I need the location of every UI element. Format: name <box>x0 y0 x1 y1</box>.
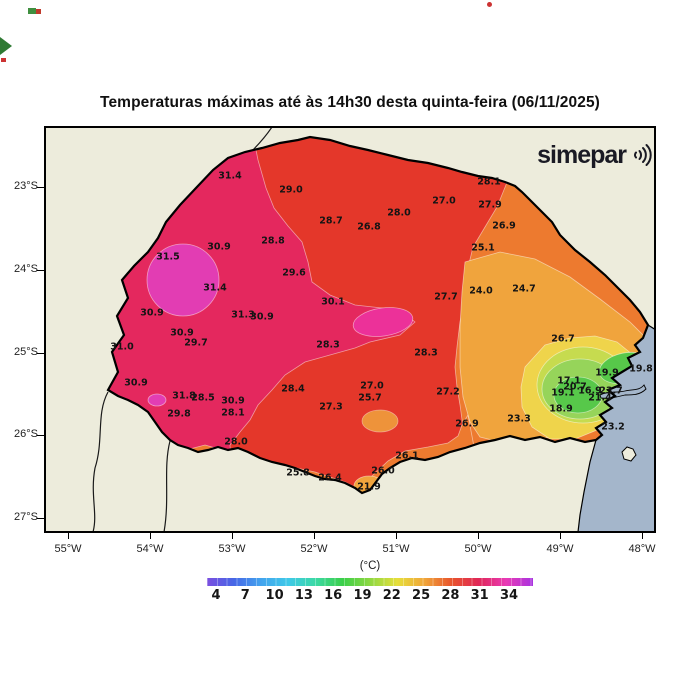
contour-green-core <box>553 376 603 414</box>
contour-magenta-center <box>352 307 414 337</box>
screen-artifact <box>1 58 6 62</box>
screen-artifact <box>0 37 12 55</box>
simepar-logo: simepar <box>516 140 656 170</box>
island <box>621 446 637 462</box>
map-frame <box>44 126 656 533</box>
colorbar <box>207 578 533 586</box>
neighbor-border-line <box>92 391 109 531</box>
contour-magenta-west <box>146 243 220 317</box>
screen-artifact <box>36 9 41 14</box>
screen-artifact <box>487 2 492 7</box>
colorbar-title: (°C) <box>359 560 381 572</box>
contour-magenta-spot <box>147 393 167 407</box>
contour-orange-patch <box>361 409 399 433</box>
signal-waves-icon <box>633 144 652 166</box>
contour-orange-south-strip <box>177 413 479 493</box>
screen-artifact <box>28 8 36 14</box>
neighbor-border-line <box>163 440 171 531</box>
colorbar-segments <box>207 578 533 586</box>
simepar-logo-text: simepar <box>537 141 627 169</box>
page-title: Temperaturas máximas até às 14h30 desta … <box>100 94 600 111</box>
bay-paranagua <box>599 384 647 399</box>
